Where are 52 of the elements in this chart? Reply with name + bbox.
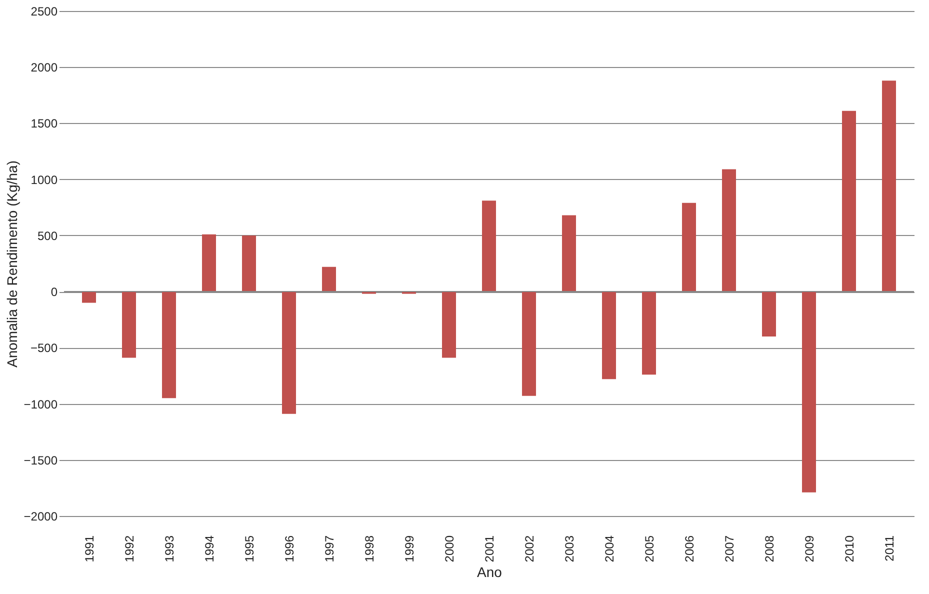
x-tick-label: 2003 — [562, 535, 576, 562]
bar — [682, 202, 696, 292]
y-tick-label: −2000 — [24, 510, 58, 524]
y-tick-label: −1000 — [24, 397, 58, 412]
x-tick-label: 1991 — [82, 535, 96, 562]
y-tick-label: 1500 — [30, 116, 58, 131]
bar — [442, 292, 456, 358]
bar — [522, 292, 536, 396]
bar — [842, 110, 856, 292]
y-tick-label: 2500 — [30, 4, 58, 18]
bar — [602, 292, 616, 380]
x-axis-title: Ano — [477, 564, 502, 580]
x-tick-label: 1992 — [122, 535, 136, 562]
bar — [82, 292, 96, 303]
x-tick-label: 2004 — [602, 535, 616, 562]
y-tick-label: 500 — [37, 228, 58, 243]
y-tick-label: 2000 — [30, 60, 58, 75]
x-tick-label: 2011 — [882, 535, 896, 562]
x-tick-label: 2005 — [642, 535, 656, 562]
bar — [122, 292, 136, 358]
bar — [322, 266, 336, 292]
x-tick-label: 1993 — [162, 535, 176, 562]
bar — [162, 292, 176, 398]
bar — [882, 80, 896, 292]
y-tick-label: 0 — [50, 285, 58, 300]
y-tick-label: 1000 — [30, 172, 58, 187]
x-tick-label: 1998 — [362, 535, 376, 562]
bar — [722, 169, 736, 292]
x-tick-label: 2010 — [842, 535, 856, 562]
bar — [202, 234, 216, 292]
bar — [282, 292, 296, 414]
x-tick-label: 2002 — [522, 535, 536, 562]
bar — [242, 235, 256, 292]
x-tick-label: 2007 — [722, 535, 736, 562]
x-tick-label: 2000 — [442, 535, 456, 562]
y-tick-label: −1500 — [24, 453, 58, 468]
x-tick-label: 2006 — [682, 535, 696, 562]
x-tick-label: 2008 — [762, 535, 776, 562]
y-axis-title: Anomalia de Rendimento (Kg/ha) — [4, 160, 20, 368]
bar — [642, 292, 656, 375]
bar — [562, 215, 576, 292]
y-tick-label: −500 — [30, 341, 58, 356]
x-tick-label: 1999 — [402, 535, 416, 562]
bar — [762, 292, 776, 336]
bar — [482, 200, 496, 292]
bar — [802, 292, 816, 492]
x-tick-label: 1995 — [242, 535, 256, 562]
x-tick-label: 1997 — [322, 535, 336, 562]
x-tick-label: 2009 — [802, 535, 816, 562]
x-tick-label: 1996 — [282, 535, 296, 562]
x-tick-label: 1994 — [202, 535, 216, 562]
x-tick-label: 2001 — [482, 535, 496, 562]
